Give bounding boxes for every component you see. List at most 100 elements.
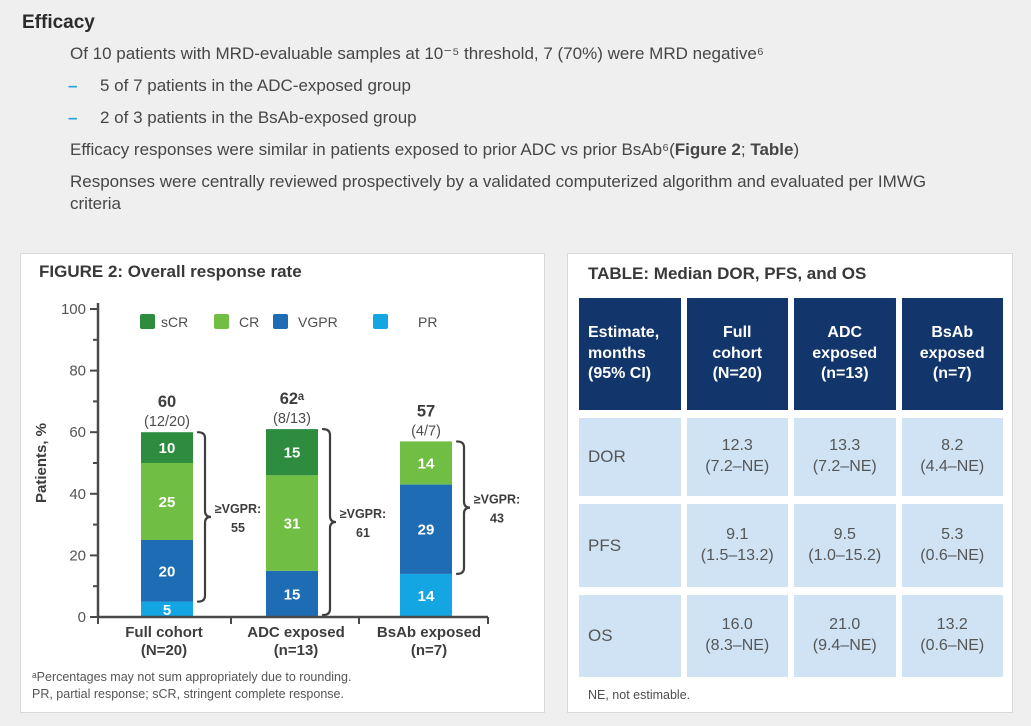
bullet-dot-icon [38,139,70,161]
sub-bullet-bsab-text: 2 of 3 patients in the BsAb-exposed grou… [100,108,417,127]
legend-swatch-cr-icon [214,314,229,329]
cell-dor-full: 12.3 (7.2–NE) [686,418,788,496]
bar-segment-scr [141,432,193,463]
legend-label-pr: PR [418,314,437,330]
row-label-pfs: PFS [579,504,681,587]
median-table-panel: TABLE: Median DOR, PFS, and OS Estimate,… [567,253,1013,713]
vgpr-brace [455,440,471,575]
legend-swatch-scr-icon [140,314,155,329]
segment-value-label: 10 [159,440,176,457]
segment-value-label: 31 [284,516,301,533]
cell-dor-adc: 13.3 (7.2–NE) [794,418,896,496]
cell-pfs-bsab: 5.3 (0.6–NE) [901,504,1003,587]
bullet-dot-icon [38,43,70,65]
category-label-line2: (N=20) [141,642,187,659]
figure2-footnote-abbrev: PR, partial response; sCR, stringent com… [32,687,344,701]
bar-segment-cr [141,463,193,540]
legend-label-vgpr: VGPR [298,314,338,330]
cell-dor-bsab: 8.2 (4.4–NE) [901,418,1003,496]
section-heading: Efficacy [22,12,95,33]
bar-fraction-label: (12/20) [144,414,190,430]
bar-fraction-label: (8/13) [273,411,311,427]
bar-total-label: 57 [417,402,435,420]
legend-swatch-pr-icon [373,314,388,329]
table-header-full-cohort: Full cohort (N=20) [686,298,788,410]
bullet-central-review: Responses were centrally reviewed prospe… [38,171,1015,215]
median-table: Estimate, months (95% CI) Full cohort (N… [579,298,1003,677]
table-title: TABLE: Median DOR, PFS, and OS [588,264,867,283]
y-tick-label: 100 [61,301,86,318]
segment-value-label: 14 [418,588,435,605]
vgpr-brace-value: 43 [490,512,504,526]
table-header-bsab-exposed: BsAb exposed (n=7) [901,298,1003,410]
bar-fraction-label: (4/7) [411,423,441,439]
orr-stacked-bar-chart: 5 20 25 10 60 (12/20) 15 31 15 62ᵃ (8/13) 14 29 14 57 (… [33,301,520,659]
vgpr-brace-label: ≥VGPR: [340,507,386,521]
y-tick-label: 60 [69,424,86,441]
sub-bullet-adc: – 5 of 7 patients in the ADC-exposed gro… [68,75,1015,97]
segment-value-label: 14 [418,456,435,473]
figure2-panel: 5 20 25 10 60 (12/20) 15 31 15 62ᵃ (8/13) 14 29 14 57 (… [20,253,545,713]
figure2-footnotes: ᵃPercentages may not sum appropriately d… [32,669,351,703]
bar-segment-pr [141,601,193,617]
vgpr-brace-label: ≥VGPR: [215,502,261,516]
bar-segment-vgpr [266,570,318,617]
bar-segment-cr [266,475,318,571]
cell-os-full: 16.0 (8.3–NE) [686,595,788,677]
segment-value-label: 25 [159,494,176,511]
category-label-line2: (n=7) [411,642,447,659]
vgpr-brace-value: 55 [231,521,245,535]
category-label-line1: Full cohort [125,624,203,641]
y-axis-title: Patients, % [33,423,50,503]
segment-value-label: 15 [284,445,301,462]
dash-icon: – [68,108,78,127]
bullet-responses-similar-text: Efficacy responses were similar in patie… [70,140,800,159]
figure2-title: FIGURE 2: Overall response rate [39,262,302,281]
segment-value-label: 20 [159,563,176,580]
bullet-central-review-text: Responses were centrally reviewed prospe… [70,172,927,213]
y-tick-label: 40 [69,486,86,503]
cell-os-bsab: 13.2 (0.6–NE) [901,595,1003,677]
cell-pfs-adc: 9.5 (1.0–15.2) [794,504,896,587]
y-tick-label: 80 [69,363,86,380]
bullet-dot-icon [38,171,70,215]
bar-total-label: 60 [158,393,176,411]
vgpr-brace [321,428,337,617]
bullet-mrd: Of 10 patients with MRD-evaluable sample… [38,43,1015,65]
bar-segment-cr [400,441,452,485]
bullet-mrd-text: Of 10 patients with MRD-evaluable sample… [70,44,764,63]
vgpr-brace-value: 61 [356,526,370,540]
cell-os-adc: 21.0 (9.4–NE) [794,595,896,677]
dash-icon: – [68,76,78,95]
table-footnote: NE, not estimable. [588,688,691,702]
row-label-dor: DOR [579,418,681,496]
legend-swatch-vgpr-icon [273,314,288,329]
bullet-responses-similar: Efficacy responses were similar in patie… [38,139,1015,161]
bar-segment-scr [266,429,318,476]
y-tick-label: 20 [69,547,86,564]
sub-bullet-bsab: – 2 of 3 patients in the BsAb-exposed gr… [68,107,1015,129]
segment-value-label: 15 [284,586,301,603]
vgpr-brace [196,431,212,603]
legend-label-scr: sCR [161,314,188,330]
table-header-adc-exposed: ADC exposed (n=13) [794,298,896,410]
segment-value-label: 5 [163,602,171,619]
cell-pfs-full: 9.1 (1.5–13.2) [686,504,788,587]
table-header-estimate: Estimate, months (95% CI) [579,298,681,410]
bar-segment-pr [400,573,452,617]
figure2-footnote-rounding: ᵃPercentages may not sum appropriately d… [32,670,352,684]
legend-label-cr: CR [239,314,259,330]
efficacy-text-block: Efficacy Of 10 patients with MRD-evaluab… [0,12,1015,225]
bar-segment-vgpr [141,540,193,602]
bar-segment-vgpr [400,484,452,574]
category-label-line1: ADC exposed [247,624,345,641]
category-label-line2: (n=13) [274,642,319,659]
segment-value-label: 29 [418,522,435,539]
row-label-os: OS [579,595,681,677]
vgpr-brace-label: ≥VGPR: [474,493,520,507]
sub-bullet-adc-text: 5 of 7 patients in the ADC-exposed group [100,76,411,95]
y-tick-label: 0 [78,609,86,626]
category-label-line1: BsAb exposed [377,624,481,641]
bar-total-label: 62ᵃ [280,390,305,408]
